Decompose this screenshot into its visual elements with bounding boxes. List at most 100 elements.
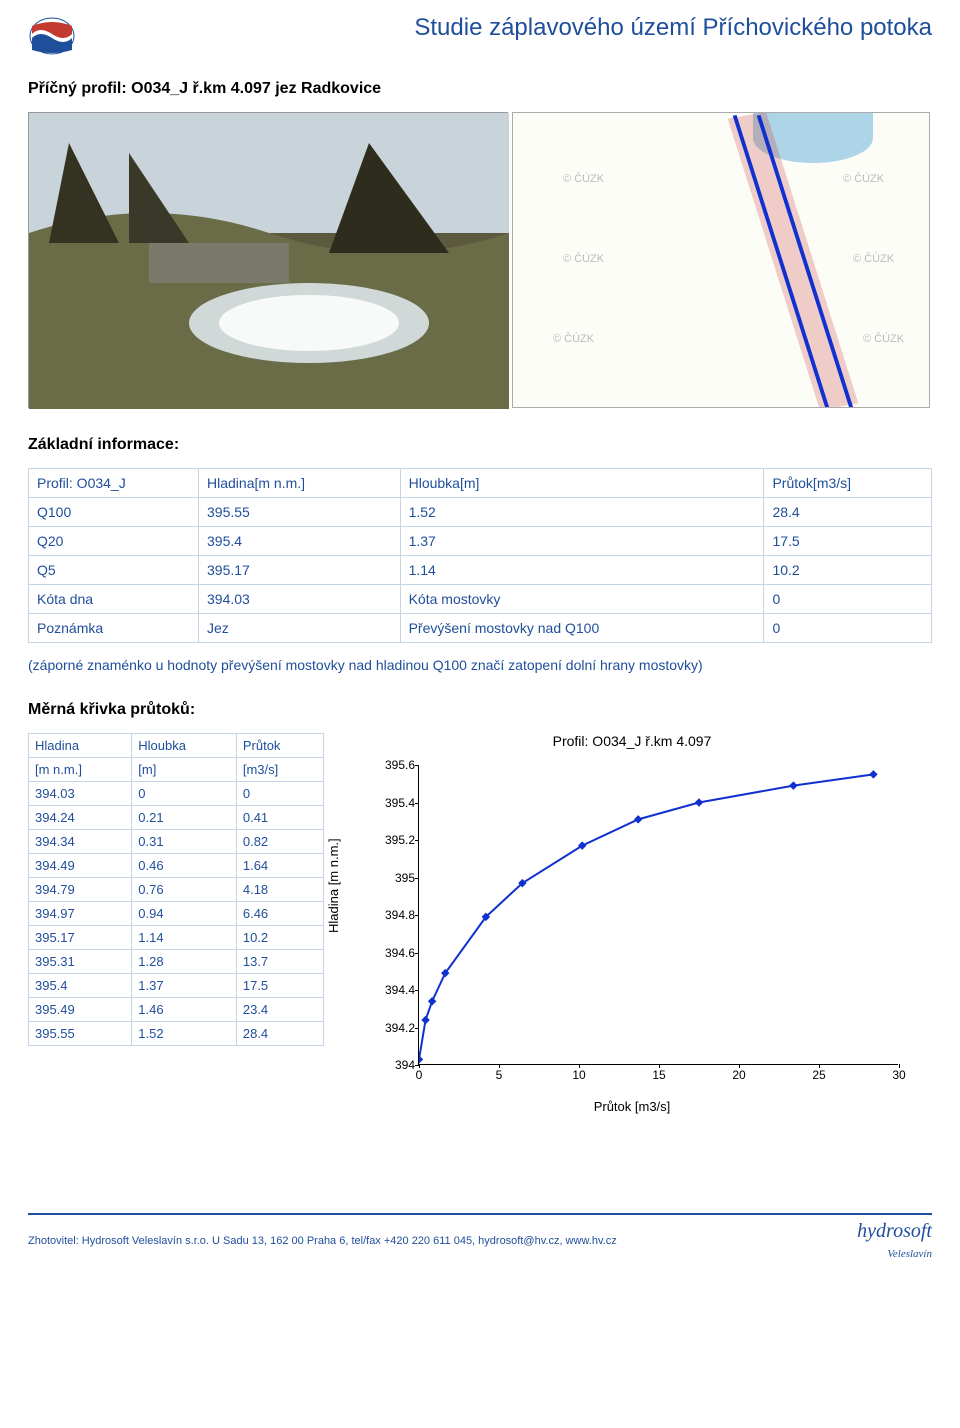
curve-unit: [m3/s]	[236, 758, 323, 782]
curve-cell: 23.4	[236, 998, 323, 1022]
curve-cell: 1.14	[132, 926, 237, 950]
header-logo-icon	[28, 16, 76, 56]
curve-cell: 1.46	[132, 998, 237, 1022]
curve-cell: 0.94	[132, 902, 237, 926]
info-cell: 395.55	[199, 498, 401, 527]
info-cell: 1.52	[400, 498, 764, 527]
curve-cell: 1.52	[132, 1022, 237, 1046]
curve-cell: 394.03	[29, 782, 132, 806]
footer-logo-main: hydrosoft	[857, 1220, 932, 1242]
curve-header: Hloubka	[132, 734, 237, 758]
curve-cell: 395.55	[29, 1022, 132, 1046]
table-row: Profil: O034_J Hladina[m n.m.] Hloubka[m…	[29, 469, 932, 498]
table-row: 394.970.946.46	[29, 902, 324, 926]
curve-cell: 28.4	[236, 1022, 323, 1046]
y-tick-label: 395.2	[385, 833, 419, 847]
curve-unit: [m n.m.]	[29, 758, 132, 782]
info-cell: 395.17	[199, 556, 401, 585]
curve-cell: 394.97	[29, 902, 132, 926]
curve-cell: 17.5	[236, 974, 323, 998]
page-header: Studie záplavového území Příchovického p…	[28, 14, 932, 56]
y-tick-label: 394.4	[385, 983, 419, 997]
curve-cell: 13.7	[236, 950, 323, 974]
table-row: Q20 395.4 1.37 17.5	[29, 527, 932, 556]
info-cell: Kóta dna	[29, 585, 199, 614]
footer-logo: hydrosoft Veleslavín	[857, 1221, 932, 1261]
curve-cell: 0.76	[132, 878, 237, 902]
curve-cell: 395.4	[29, 974, 132, 998]
curve-cell: 395.17	[29, 926, 132, 950]
info-cell: 10.2	[764, 556, 932, 585]
profile-photo	[28, 112, 508, 408]
info-cell: Q100	[29, 498, 199, 527]
footer-text: Zhotovitel: Hydrosoft Veleslavín s.r.o. …	[28, 1235, 617, 1247]
table-row: [m n.m.] [m] [m3/s]	[29, 758, 324, 782]
curve-cell: 0	[236, 782, 323, 806]
header-title: Studie záplavového území Příchovického p…	[88, 14, 932, 42]
info-cell: Poznámka	[29, 614, 199, 643]
curve-cell: 395.31	[29, 950, 132, 974]
curve-cell: 1.28	[132, 950, 237, 974]
table-row: 394.0300	[29, 782, 324, 806]
table-row: 395.491.4623.4	[29, 998, 324, 1022]
curve-unit: [m]	[132, 758, 237, 782]
curve-header: Průtok	[236, 734, 323, 758]
info-cell: Q5	[29, 556, 199, 585]
info-cell: 0	[764, 614, 932, 643]
curve-cell: 394.24	[29, 806, 132, 830]
footer-logo-sub: Veleslavín	[887, 1248, 932, 1260]
curve-header: Hladina	[29, 734, 132, 758]
table-row: Q5 395.17 1.14 10.2	[29, 556, 932, 585]
curve-cell: 0.46	[132, 854, 237, 878]
table-row: 394.340.310.82	[29, 830, 324, 854]
curve-cell: 0.31	[132, 830, 237, 854]
images-row: © ČÚZK © ČÚZK © ČÚZK © ČÚZK © ČÚZK © ČÚZ…	[28, 112, 932, 408]
table-row: 394.490.461.64	[29, 854, 324, 878]
chart-area: 394394.2394.4394.6394.8395395.2395.4395.…	[366, 755, 926, 1095]
curve-cell: 0.21	[132, 806, 237, 830]
y-tick-label: 395.6	[385, 758, 419, 772]
curve-cell: 394.34	[29, 830, 132, 854]
page-footer: Zhotovitel: Hydrosoft Veleslavín s.r.o. …	[28, 1213, 932, 1261]
curve-cell: 1.64	[236, 854, 323, 878]
profile-map: © ČÚZK © ČÚZK © ČÚZK © ČÚZK © ČÚZK © ČÚZ…	[512, 112, 930, 408]
table-row: 394.790.764.18	[29, 878, 324, 902]
curve-cell: 10.2	[236, 926, 323, 950]
curve-cell: 394.79	[29, 878, 132, 902]
info-cell: 1.14	[400, 556, 764, 585]
curve-cell: 0.41	[236, 806, 323, 830]
info-cell: Převýšení mostovky nad Q100	[400, 614, 764, 643]
info-cell: 17.5	[764, 527, 932, 556]
profile-title: Příčný profil: O034_J ř.km 4.097 jez Rad…	[28, 80, 932, 98]
info-cell: Q20	[29, 527, 199, 556]
info-cell: 28.4	[764, 498, 932, 527]
table-row: Kóta dna 394.03 Kóta mostovky 0	[29, 585, 932, 614]
info-cell: Hloubka[m]	[400, 469, 764, 498]
curve-cell: 1.37	[132, 974, 237, 998]
table-row: Poznámka Jez Převýšení mostovky nad Q100…	[29, 614, 932, 643]
table-row: 395.311.2813.7	[29, 950, 324, 974]
chart-series	[419, 765, 899, 1065]
info-cell: Hladina[m n.m.]	[199, 469, 401, 498]
table-row: 395.41.3717.5	[29, 974, 324, 998]
info-table: Profil: O034_J Hladina[m n.m.] Hloubka[m…	[28, 468, 932, 643]
info-cell: Průtok[m3/s]	[764, 469, 932, 498]
y-tick-label: 395.4	[385, 796, 419, 810]
curve-cell: 6.46	[236, 902, 323, 926]
chart-xlabel: Průtok [m3/s]	[332, 1099, 932, 1114]
table-row: 395.551.5228.4	[29, 1022, 324, 1046]
y-tick-label: 394.8	[385, 908, 419, 922]
info-cell: 1.37	[400, 527, 764, 556]
info-cell: 0	[764, 585, 932, 614]
curve-cell: 4.18	[236, 878, 323, 902]
info-cell: 394.03	[199, 585, 401, 614]
curve-table: Hladina Hloubka Průtok [m n.m.] [m] [m3/…	[28, 733, 324, 1046]
curve-cell: 0	[132, 782, 237, 806]
y-tick-label: 394.6	[385, 946, 419, 960]
info-cell: Kóta mostovky	[400, 585, 764, 614]
table-row: 395.171.1410.2	[29, 926, 324, 950]
chart-title: Profil: O034_J ř.km 4.097	[332, 733, 932, 749]
curve-heading: Měrná křivka průtoků:	[28, 701, 932, 719]
curve-cell: 395.49	[29, 998, 132, 1022]
table-row: Hladina Hloubka Průtok	[29, 734, 324, 758]
